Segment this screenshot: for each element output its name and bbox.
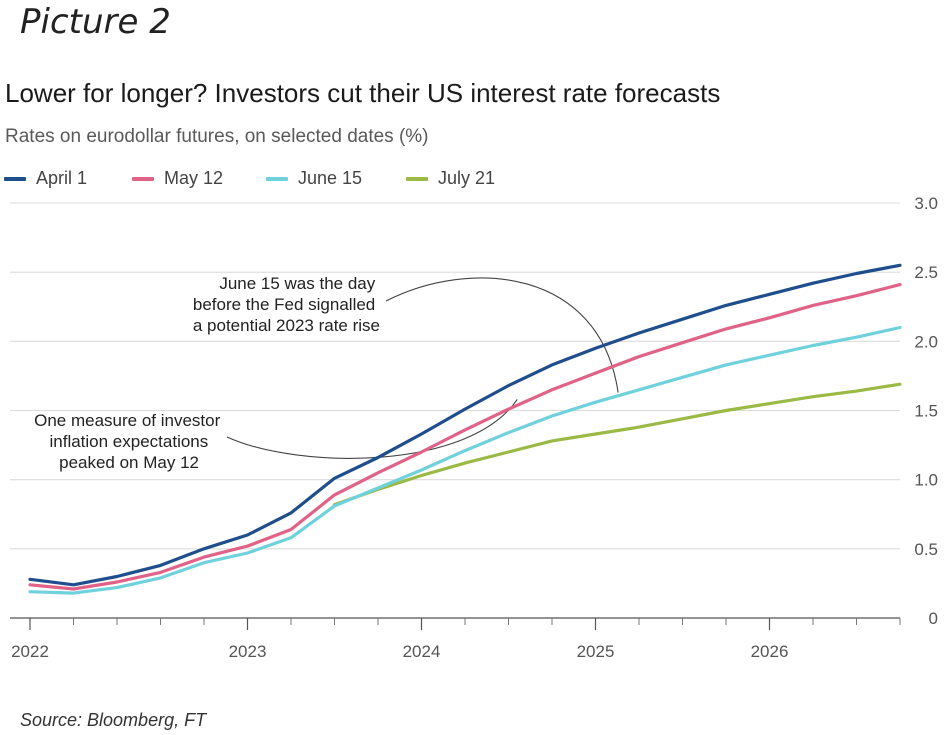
- legend-item-april-1: April 1: [4, 168, 87, 189]
- x-tick-label-2024: 2024: [403, 642, 441, 661]
- series-line-april-1: [28, 263, 902, 587]
- annotation-june-15: June 15 was the day before the Fed signa…: [193, 274, 380, 335]
- annotation-may-12-line-3: peaked on May 12: [59, 453, 199, 472]
- y-tick-label-3-0: 3.0: [914, 194, 938, 213]
- source-note: Source: Bloomberg, FT: [20, 710, 207, 730]
- legend-item-june-15: June 15: [266, 168, 362, 189]
- annotation-june-15-line-2: before the Fed signalled: [193, 295, 375, 314]
- gridlines: [10, 202, 900, 550]
- annotation-may-12-line-2: inflation expectations: [49, 432, 208, 451]
- annotation-may-12: One measure of investor inflation expect…: [34, 411, 225, 472]
- axes: 0 0.5 1.0 1.5 2.0 2.5 3.0 2022 2023 2024 2025 2026: [10, 194, 938, 661]
- y-tick-label-0: 0: [929, 609, 938, 628]
- chart-title: Lower for longer? Investors cut their US…: [5, 78, 721, 108]
- legend-swatch-april-1: [4, 176, 26, 181]
- legend-item-may-12: May 12: [132, 168, 223, 189]
- legend-label-april-1: April 1: [36, 168, 88, 188]
- legend-swatch-may-12: [132, 176, 154, 181]
- x-tick-label-2025: 2025: [577, 642, 615, 661]
- legend-label-july-21: July 21: [438, 168, 496, 188]
- annotation-connector-june-15: [385, 277, 619, 393]
- annotations: June 15 was the day before the Fed signa…: [34, 274, 619, 472]
- series-line-may-12: [28, 283, 902, 591]
- legend-swatch-july-21: [406, 176, 428, 181]
- x-tick-label-2026: 2026: [751, 642, 789, 661]
- annotation-connector-may-12: [226, 399, 518, 459]
- y-tick-label-2-0: 2.0: [914, 332, 938, 351]
- legend-label-may-12: May 12: [164, 168, 224, 188]
- y-tick-label-2-5: 2.5: [914, 263, 938, 282]
- series-line-june-15: [28, 325, 902, 595]
- chart-subtitle: Rates on eurodollar futures, on selected…: [5, 126, 429, 147]
- picture-label: Picture 2: [20, 2, 171, 42]
- annotation-june-15-line-1: June 15 was the day: [219, 274, 375, 293]
- annotation-june-15-line-3: a potential 2023 rate rise: [193, 316, 380, 335]
- y-tick-label-0-5: 0.5: [914, 540, 938, 559]
- y-tick-label-1-0: 1.0: [914, 471, 938, 490]
- y-tick-label-1-5: 1.5: [914, 402, 938, 421]
- series-line-july-21: [332, 382, 902, 507]
- x-tick-label-2023: 2023: [229, 642, 267, 661]
- annotation-may-12-line-1: One measure of investor: [34, 411, 220, 430]
- legend-item-july-21: July 21: [406, 168, 495, 189]
- x-tick-label-2022: 2022: [11, 642, 49, 661]
- legend-label-june-15: June 15: [298, 168, 363, 188]
- series-lines: [28, 263, 902, 595]
- legend-swatch-june-15: [266, 176, 288, 181]
